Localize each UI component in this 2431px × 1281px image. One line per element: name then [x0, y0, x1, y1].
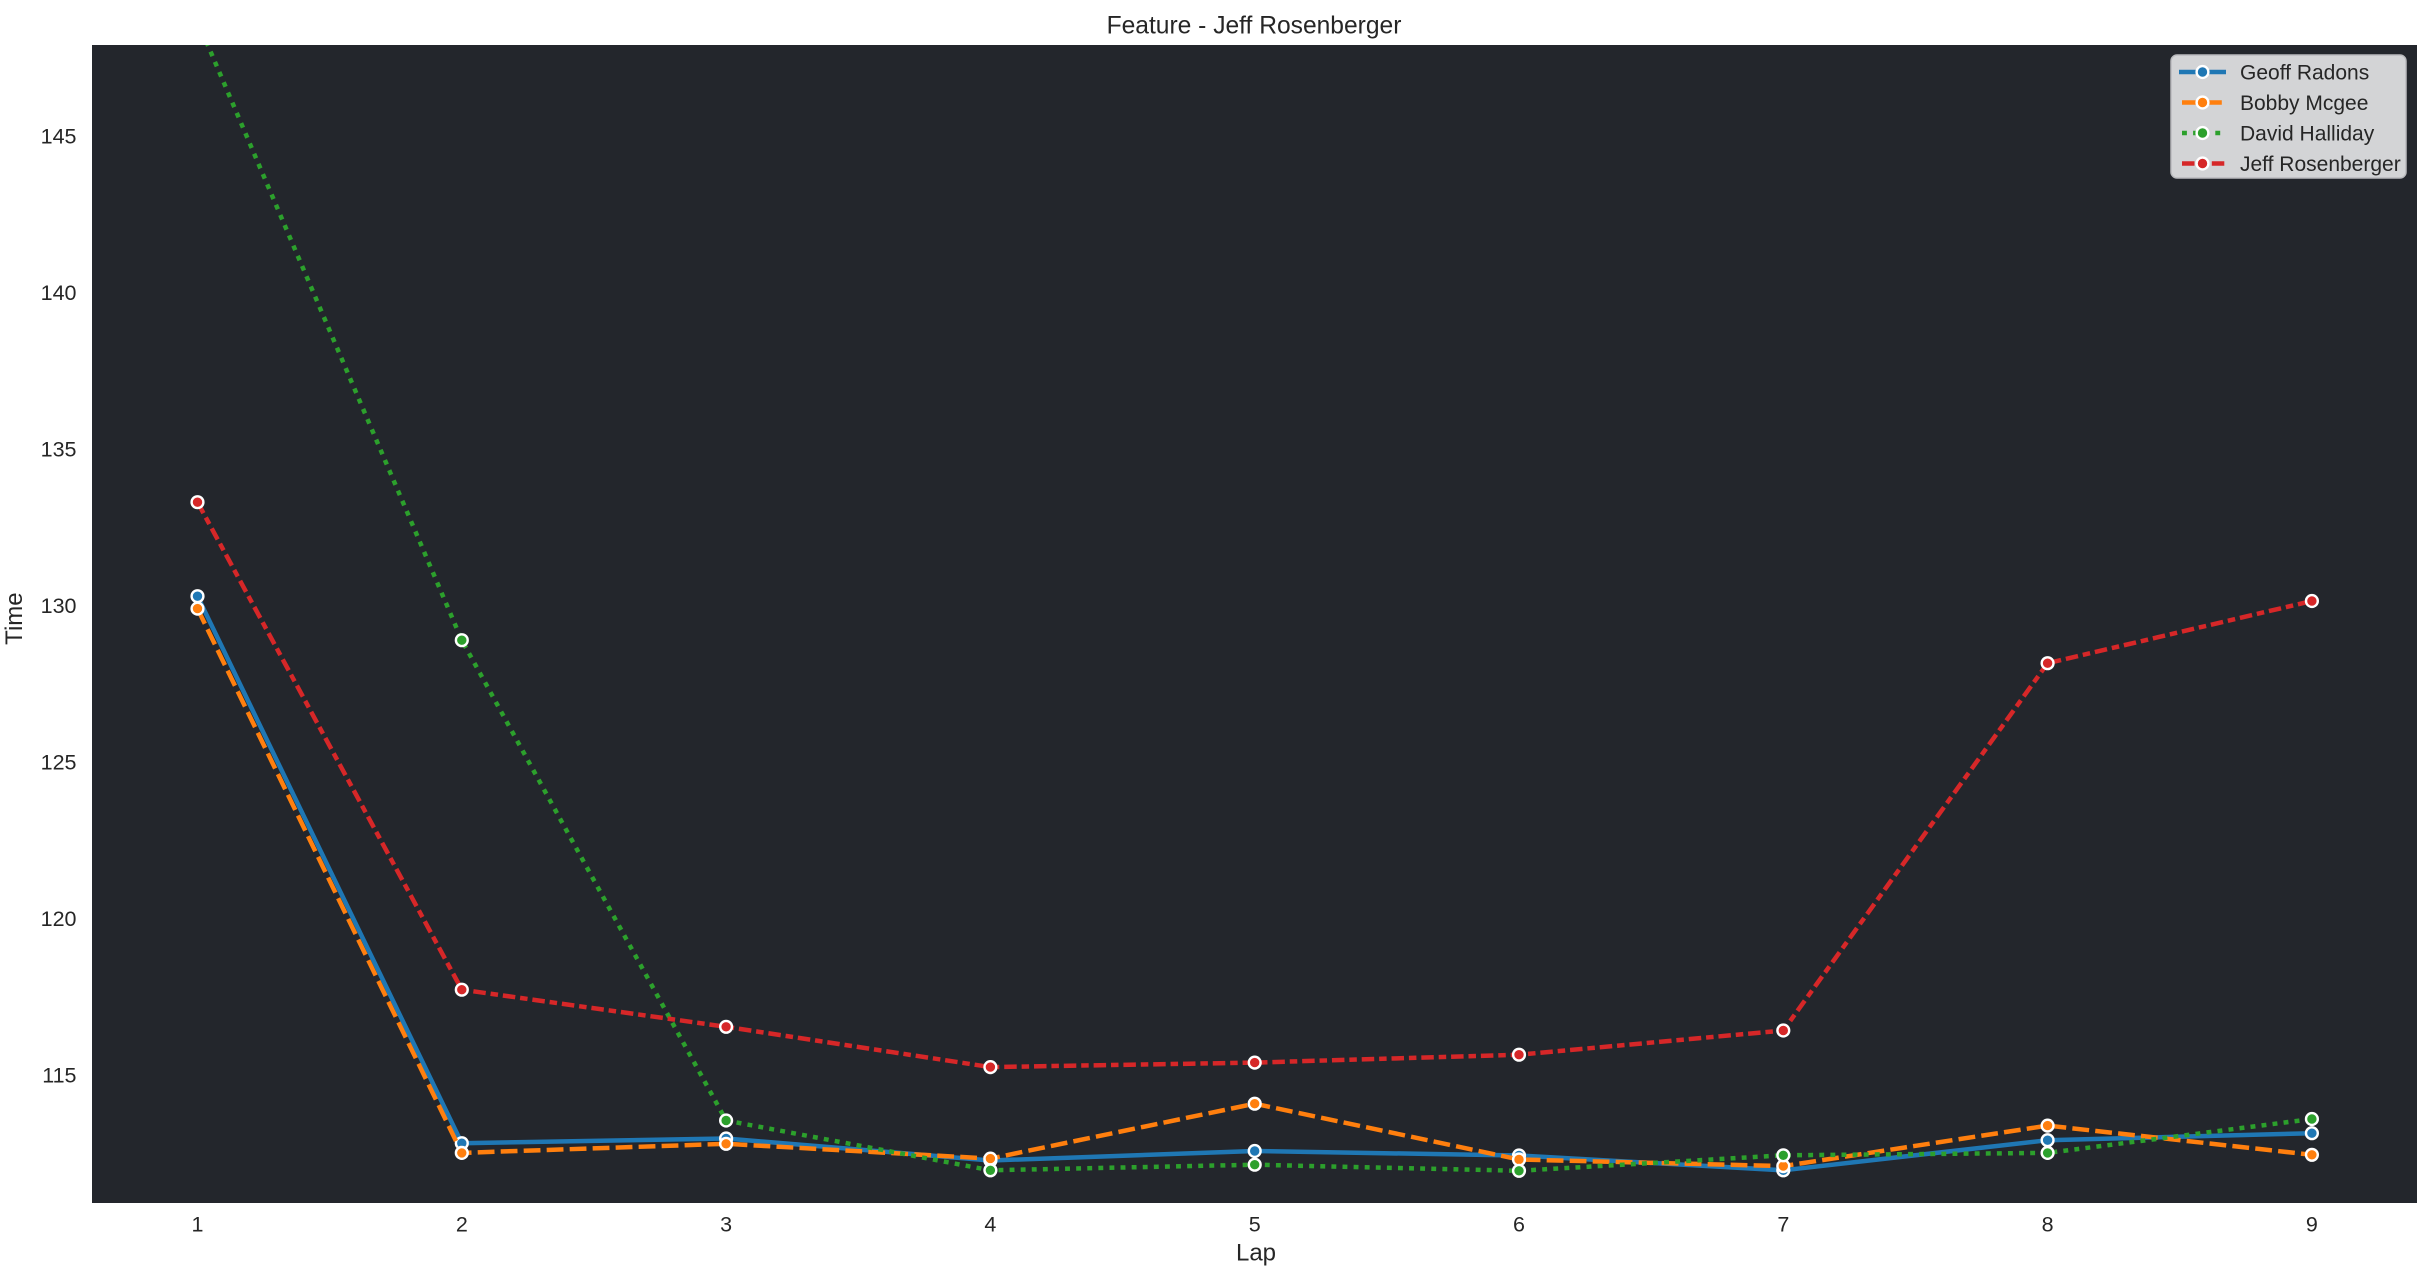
svg-text:7: 7 [1777, 1213, 1789, 1237]
svg-text:2: 2 [456, 1213, 468, 1237]
svg-text:Time: Time [1, 592, 28, 644]
svg-text:Jeff Rosenberger: Jeff Rosenberger [2240, 153, 2401, 176]
svg-text:125: 125 [41, 751, 77, 775]
svg-text:Bobby Mcgee: Bobby Mcgee [2240, 92, 2368, 115]
svg-text:140: 140 [41, 281, 77, 305]
svg-text:3: 3 [720, 1213, 732, 1237]
svg-text:David Halliday: David Halliday [2240, 122, 2375, 145]
svg-text:5: 5 [1249, 1213, 1261, 1237]
svg-text:115: 115 [42, 1064, 76, 1088]
svg-text:Feature - Jeff Rosenberger: Feature - Jeff Rosenberger [1107, 12, 1402, 39]
svg-text:145: 145 [41, 125, 77, 149]
svg-text:9: 9 [2306, 1213, 2318, 1237]
svg-text:1: 1 [192, 1213, 204, 1237]
svg-text:4: 4 [984, 1213, 996, 1237]
svg-text:120: 120 [41, 907, 77, 931]
svg-text:8: 8 [2042, 1213, 2054, 1237]
svg-text:130: 130 [41, 594, 77, 618]
svg-text:Lap: Lap [1236, 1240, 1276, 1267]
svg-text:Geoff Radons: Geoff Radons [2240, 61, 2369, 84]
svg-text:135: 135 [41, 438, 77, 462]
svg-text:6: 6 [1513, 1213, 1525, 1237]
